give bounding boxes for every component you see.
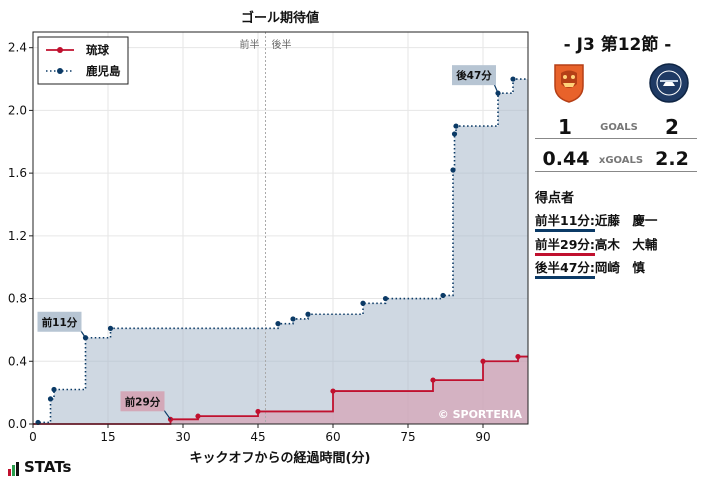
xg-row: 0.44 xGOALS 2.2 [535, 145, 697, 172]
annotation-label: 前11分 [42, 316, 78, 329]
scorer-time: 前半29分: [535, 234, 595, 256]
x-tick-label: 75 [400, 430, 415, 444]
annotation-box [452, 65, 496, 86]
chart-title: ゴール期待値 [241, 10, 319, 26]
away-goals: 2 [665, 115, 679, 139]
y-tick-label: 0.4 [8, 354, 27, 368]
x-tick-label: 45 [250, 430, 265, 444]
series-point-away [450, 167, 456, 173]
area-away [33, 79, 528, 424]
legend-label-away: 鹿児島 [86, 64, 121, 78]
x-tick-label: 15 [100, 430, 115, 444]
scorer-item: 前半11分:近藤 慶一 [535, 210, 657, 232]
series-point-home [515, 353, 521, 360]
series-point-home [430, 377, 436, 383]
series-point-away [453, 123, 459, 129]
legend-marker-home [57, 47, 63, 53]
scorer-item: 後半47分:岡崎 慎 [535, 257, 645, 279]
stats-bars-icon [8, 458, 20, 476]
series-point-home [195, 413, 201, 419]
annotation-box [120, 391, 165, 412]
match-title: - J3 第12節 - [563, 35, 672, 55]
annotation-label: 後47分 [455, 69, 492, 82]
goals-label: GOALS [600, 122, 638, 133]
series-point-away [305, 311, 311, 317]
watermark: © SPORTERIA [438, 408, 523, 421]
scorer-name: 近藤 慶一 [594, 213, 658, 228]
x-tick-label: 0 [29, 430, 37, 444]
x-tick-label: 30 [175, 430, 190, 444]
legend-box [37, 36, 129, 85]
series-point-away [47, 396, 54, 402]
series-point-home [255, 408, 261, 415]
halftime-label-left: 前半 [240, 38, 260, 51]
series-point-home [330, 388, 336, 394]
y-tick-label: 0.0 [8, 417, 27, 431]
x-tick-label: 90 [475, 430, 490, 444]
plot-frame [32, 31, 529, 425]
legend-label-home: 琉球 [86, 43, 109, 57]
home-team-badge-icon [554, 64, 584, 103]
x-axis-label: キックオフからの経過時間(分) [190, 450, 371, 466]
legend-marker-away [57, 68, 63, 74]
away-xg: 2.2 [655, 148, 689, 170]
y-tick-label: 0.8 [8, 292, 27, 306]
stats-logo: STATs [8, 458, 71, 476]
scorer-time: 後半47分: [535, 257, 595, 279]
series-point-away [51, 386, 57, 393]
series-point-home [480, 358, 486, 364]
home-goals: 1 [558, 115, 572, 139]
series-line-away [33, 78, 528, 425]
scorer-time: 前半11分: [535, 210, 595, 232]
series-point-away [451, 131, 458, 137]
series-point-away [275, 321, 281, 327]
scorer-name: 高木 大輔 [594, 237, 658, 252]
scorer-item: 前半29分:高木 大輔 [535, 234, 657, 256]
halftime-label-right: 後半 [272, 38, 292, 51]
scorer-name: 岡崎 慎 [594, 260, 645, 275]
stats-logo-text: STATs [24, 458, 72, 476]
annotation-label: 前29分 [125, 395, 161, 408]
series-point-away [440, 292, 446, 299]
annotation-box [37, 311, 82, 332]
home-xg: 0.44 [542, 148, 590, 170]
series-point-away [290, 316, 296, 322]
y-tick-label: 2.0 [8, 103, 27, 117]
y-tick-label: 1.2 [8, 229, 27, 243]
scorers-title: 得点者 [535, 191, 575, 206]
series-point-away [510, 76, 516, 82]
area-home [33, 356, 528, 424]
y-tick-label: 1.6 [8, 166, 27, 180]
score-row: 1 GOALS 2 [535, 112, 697, 139]
x-tick-label: 60 [325, 430, 340, 444]
series-point-away [360, 300, 366, 306]
away-team-badge-icon [649, 63, 689, 103]
series-point-away [382, 295, 389, 302]
y-tick-label: 2.4 [8, 41, 27, 55]
series-point-away [107, 325, 114, 331]
xg-label: xGOALS [598, 155, 644, 166]
series-line-home [33, 355, 528, 425]
